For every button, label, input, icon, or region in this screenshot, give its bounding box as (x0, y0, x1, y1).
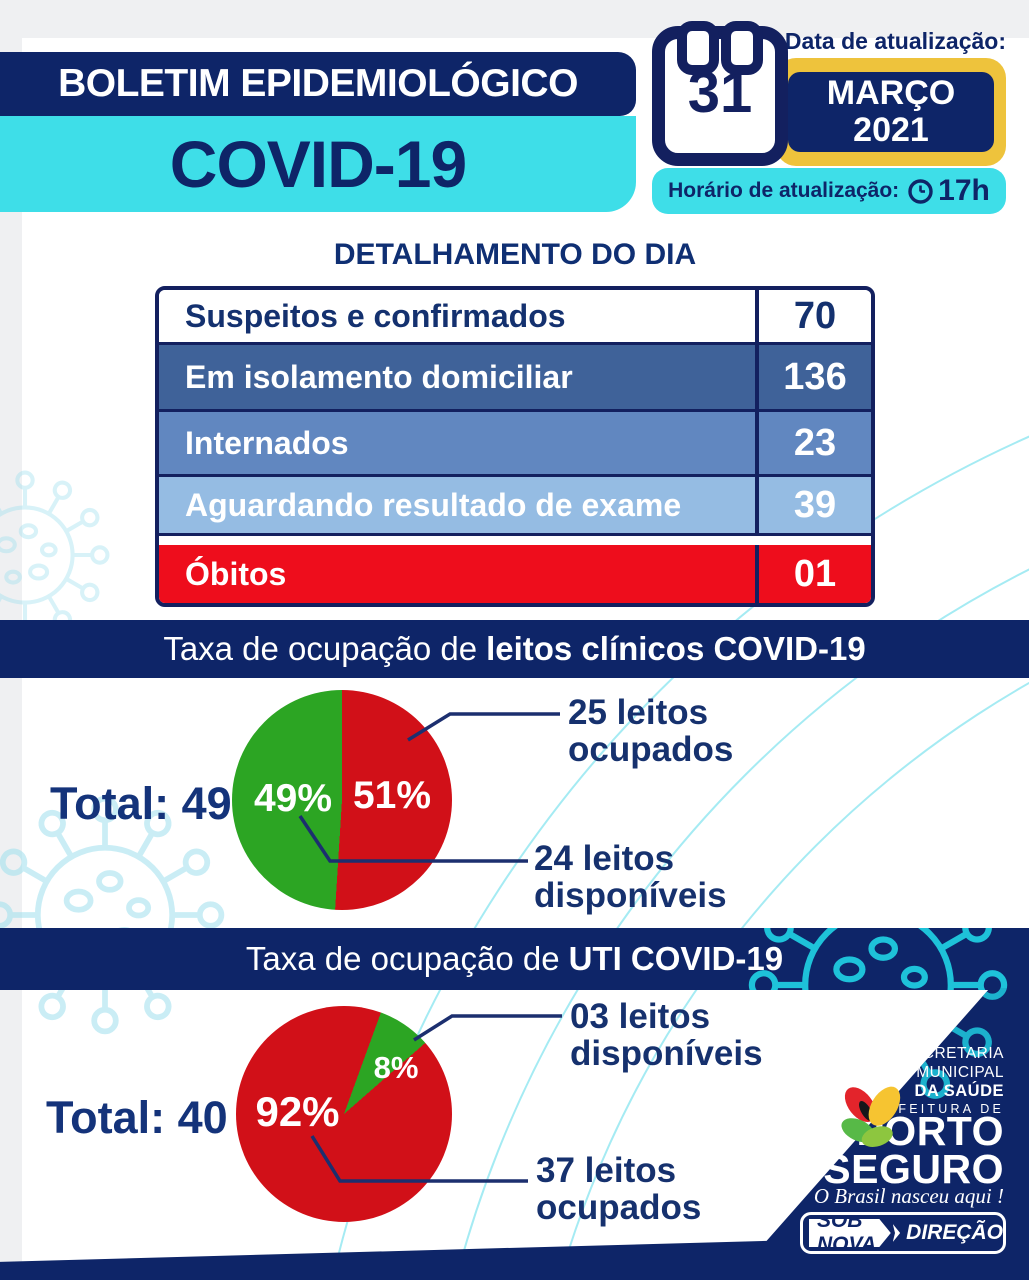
month-label: MARÇO (826, 74, 956, 112)
table-row-deaths: Óbitos 01 (159, 545, 871, 603)
bulletin-title: BOLETIM EPIDEMIOLÓGICO (58, 62, 578, 105)
details-table: Suspeitos e confirmados 70 Em isolamento… (155, 286, 875, 607)
row-label: Suspeitos e confirmados (185, 297, 566, 334)
porto-seguro-logo (841, 1086, 901, 1147)
table-row: Suspeitos e confirmados 70 (159, 290, 871, 342)
table-row: Internados 23 (159, 409, 871, 474)
banner-text-regular: Taxa de ocupação de (163, 630, 478, 667)
clinical-occupied-pct: 51% (352, 774, 432, 817)
year-label: 2021 (853, 111, 929, 149)
calendar-ring (677, 21, 719, 75)
detail-section-title: DETALHAMENTO DO DIA (333, 238, 697, 271)
covid-title-bar: COVID-19 (0, 116, 636, 212)
calendar-ring (721, 21, 763, 75)
table-row: Aguardando resultado de exame 39 (159, 474, 871, 536)
covid-title: COVID-19 (169, 127, 467, 201)
row-label: Óbitos (185, 555, 287, 592)
bulletin-title-bar: BOLETIM EPIDEMIOLÓGICO (0, 52, 636, 116)
row-value: 136 (755, 345, 871, 409)
clinical-available-pct: 49% (253, 777, 333, 820)
row-value: 39 (755, 477, 871, 533)
time-strip: Horário de atualização: 17h (652, 168, 1006, 214)
row-value: 01 (755, 545, 871, 603)
time-update-label: Horário de atualização: (668, 179, 900, 202)
row-label: Aguardando resultado de exame (185, 486, 682, 523)
row-value: 23 (755, 412, 871, 474)
banner-text-regular: Taxa de ocupação de (245, 940, 560, 977)
month-year-box: MARÇO 2021 (788, 72, 994, 152)
clinical-total-label: Total: 49 (50, 778, 232, 829)
sob-nova-direcao-badge: SOB NOVA DIREÇÃO (800, 1212, 1006, 1254)
icu-available-label: 03 leitos disponíveis (570, 997, 763, 1073)
time-value: 17h (938, 174, 990, 207)
chevron-right-icon (892, 1224, 901, 1242)
icu-occupied-label: 37 leitos ocupados (536, 1151, 702, 1227)
clock-icon (908, 178, 933, 204)
icu-banner: Taxa de ocupação de UTI COVID-19 (0, 928, 1029, 990)
row-value: 70 (755, 290, 871, 342)
badge-left-flag: SOB NOVA (809, 1219, 891, 1247)
icu-occupied-pct: 92% (255, 1088, 340, 1135)
icu-total-label: Total: 40 (46, 1092, 228, 1143)
table-row: Em isolamento domiciliar 136 (159, 342, 871, 409)
row-label: Em isolamento domiciliar (185, 358, 573, 395)
clinical-occupied-label: 25 leitos ocupados (568, 693, 734, 769)
banner-text-bold: leitos clínicos COVID-19 (486, 630, 866, 667)
date-update-label: Data de atualização: (784, 28, 1006, 54)
banner-text-bold: UTI COVID-19 (568, 940, 784, 977)
icu-pie-chart (236, 1006, 452, 1222)
city-slogan: O Brasil nasceu aqui ! (813, 1184, 1004, 1208)
clinical-beds-banner: Taxa de ocupação de leitos clínicos COVI… (0, 620, 1029, 678)
icu-available-pct: 8% (373, 1050, 419, 1085)
clinical-available-label: 24 leitos disponíveis (534, 839, 727, 915)
table-row-separator (159, 536, 871, 545)
virus-decoration-icon (748, 928, 1008, 990)
row-label: Internados (185, 424, 349, 461)
badge-right-text: DIREÇÃO (906, 1221, 1003, 1244)
calendar-icon: 31 (652, 21, 788, 166)
